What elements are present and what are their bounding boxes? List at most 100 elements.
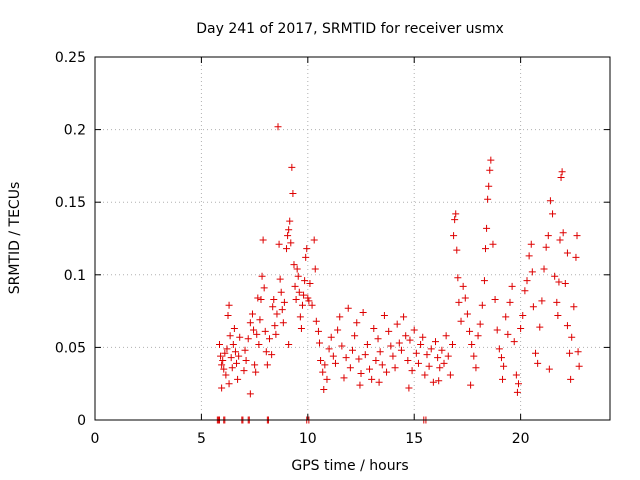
data-point <box>219 356 227 364</box>
data-point <box>225 380 233 388</box>
data-point <box>266 335 274 343</box>
data-point <box>250 326 258 334</box>
data-point <box>574 348 582 356</box>
data-point <box>269 303 277 311</box>
data-point <box>296 313 304 321</box>
data-point <box>553 298 561 306</box>
data-point <box>485 182 493 190</box>
data-point <box>438 346 446 354</box>
data-point <box>532 349 540 357</box>
data-point <box>563 322 571 330</box>
data-point <box>455 298 463 306</box>
data-point <box>425 362 433 370</box>
data-point <box>286 217 294 225</box>
data-point <box>308 301 316 309</box>
data-point <box>223 345 231 353</box>
data-point <box>442 332 450 340</box>
data-point <box>349 346 356 354</box>
data-point <box>215 340 223 348</box>
data-point <box>278 306 286 314</box>
data-point <box>575 362 583 370</box>
data-point <box>486 166 494 174</box>
data-point <box>255 340 263 348</box>
data-point <box>546 197 554 205</box>
data-point <box>451 216 459 224</box>
data-point <box>385 327 393 335</box>
data-point <box>304 294 312 302</box>
data-point <box>220 365 228 373</box>
data-point <box>224 311 232 319</box>
data-point <box>300 291 308 299</box>
data-point <box>226 332 234 340</box>
data-point <box>291 282 299 290</box>
data-point <box>405 384 413 392</box>
data-point <box>228 364 236 372</box>
data-point <box>329 352 337 360</box>
data-point <box>376 348 384 356</box>
data-point <box>570 303 578 311</box>
data-point <box>410 326 418 334</box>
data-point <box>472 364 480 372</box>
data-point <box>257 295 265 303</box>
data-point <box>359 309 367 317</box>
x-tick-label: 5 <box>197 431 206 447</box>
axis-ticks: 0 5 10 15 20 0 0.05 0.1 0.15 0.2 0.25 <box>55 50 610 447</box>
data-point <box>512 371 520 379</box>
data-point <box>244 335 252 343</box>
data-point <box>551 272 559 280</box>
data-point <box>427 345 435 353</box>
data-point <box>534 359 542 367</box>
data-point <box>351 332 359 340</box>
data-point <box>444 352 452 360</box>
data-point <box>277 288 285 296</box>
data-point <box>482 245 490 253</box>
data-point <box>344 304 352 312</box>
data-point <box>353 319 361 327</box>
x-tick-label: 15 <box>405 431 423 447</box>
data-point <box>275 240 283 248</box>
data-point <box>229 340 237 348</box>
x-tick-label: 20 <box>512 431 530 447</box>
data-point <box>293 265 301 273</box>
data-point <box>273 310 281 318</box>
data-point <box>476 320 484 328</box>
chart-title: Day 241 of 2017, SRMTID for receiver usm… <box>196 21 504 37</box>
y-tick-label: 0.25 <box>55 50 86 66</box>
y-tick-label: 0.15 <box>55 195 86 211</box>
data-point <box>375 378 383 386</box>
data-point <box>525 252 533 260</box>
data-point <box>500 362 508 370</box>
data-point <box>368 375 376 383</box>
data-point <box>470 352 478 360</box>
data-point <box>387 342 395 350</box>
data-point <box>276 275 284 283</box>
y-tick-label: 0 <box>77 413 86 429</box>
data-point <box>262 348 270 356</box>
data-point <box>295 288 303 296</box>
data-point <box>431 338 439 346</box>
data-point <box>340 374 348 382</box>
data-point <box>325 345 333 353</box>
data-point <box>449 340 457 348</box>
data-point <box>355 355 363 363</box>
data-point <box>450 232 458 240</box>
data-point <box>336 313 344 321</box>
grid-lines <box>95 57 610 420</box>
data-point <box>497 354 505 362</box>
data-point <box>466 327 474 335</box>
data-point <box>363 340 371 348</box>
data-point <box>559 229 567 237</box>
data-point <box>484 195 492 203</box>
data-point <box>417 340 425 348</box>
y-tick-label: 0.1 <box>64 268 86 284</box>
data-point <box>356 381 364 389</box>
data-point <box>221 349 229 357</box>
data-point <box>408 367 416 375</box>
data-point <box>280 298 288 306</box>
data-point <box>248 310 256 318</box>
data-point <box>253 330 261 338</box>
data-point <box>272 330 280 338</box>
data-point <box>251 361 259 369</box>
data-point <box>435 377 443 385</box>
